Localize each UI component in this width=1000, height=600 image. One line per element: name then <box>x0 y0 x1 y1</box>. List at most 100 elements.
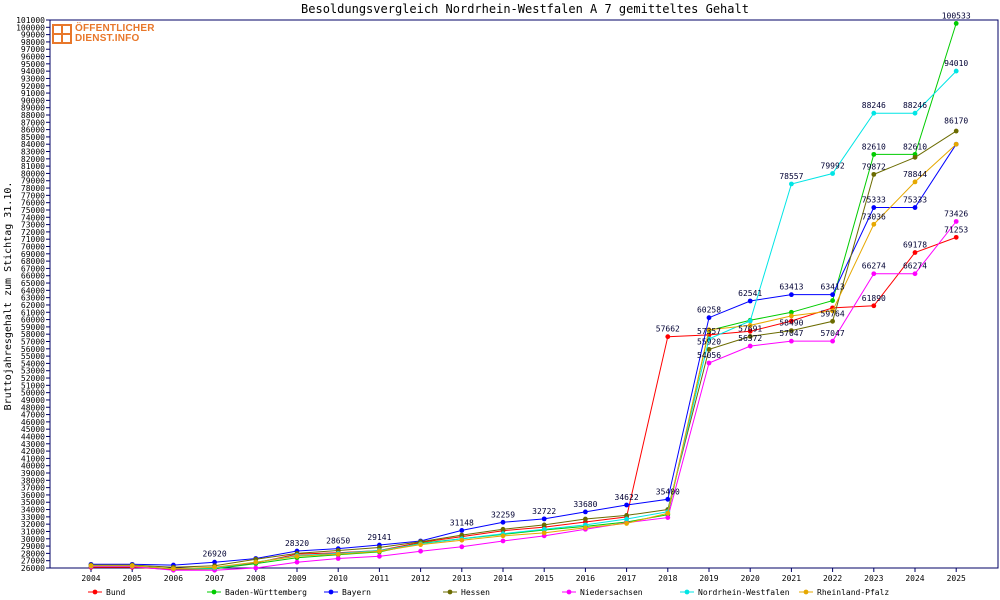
data-point <box>789 309 794 315</box>
data-label: 57357 <box>697 327 721 336</box>
x-tick-label: 2010 <box>329 574 348 583</box>
data-point <box>830 171 835 176</box>
data-point <box>88 563 94 569</box>
data-point <box>953 219 959 224</box>
data-point <box>706 315 712 321</box>
plot-border <box>49 19 999 569</box>
data-point <box>541 522 547 528</box>
y-tick-label: 34000 <box>21 506 45 515</box>
series-bayern <box>88 141 959 568</box>
series-line <box>91 130 957 568</box>
y-tick-label: 38000 <box>21 476 45 485</box>
y-tick-label: 54000 <box>21 359 45 368</box>
legend-item: Rheinland-Pfalz <box>799 588 889 597</box>
data-point <box>747 343 753 349</box>
logo-icon <box>52 24 72 44</box>
data-point <box>789 181 794 187</box>
data-point <box>541 530 547 536</box>
y-tick-label: 91000 <box>21 89 45 98</box>
y-tick-label: 76000 <box>21 199 45 208</box>
data-point <box>747 334 753 339</box>
y-tick-label: 96000 <box>21 53 45 62</box>
data-point <box>459 532 465 538</box>
data-point <box>706 327 712 333</box>
data-point <box>912 179 918 185</box>
y-tick-label: 85000 <box>21 133 45 142</box>
data-label: 55920 <box>697 337 721 346</box>
data-label: 58490 <box>779 319 803 328</box>
y-tick-label: 57000 <box>21 337 45 346</box>
logo: ÖFFENTLICHER DIENST.INFO <box>52 22 160 46</box>
data-point <box>912 154 918 160</box>
y-tick-label: 92000 <box>21 82 45 91</box>
y-tick-label: 47000 <box>21 411 45 420</box>
legend-item: Niedersachsen <box>562 588 643 597</box>
x-axis-ticks: 2004 2005 2006 2007 2008 2009 2010 2011 2012 2013… <box>81 568 966 583</box>
y-tick-label: 50000 <box>21 389 45 398</box>
data-label: 57047 <box>779 329 803 338</box>
x-tick-label: 2018 <box>658 574 677 583</box>
y-tick-label: 88000 <box>21 111 45 120</box>
data-label: 94010 <box>944 59 968 68</box>
y-tick-label: 71000 <box>21 235 45 244</box>
x-tick-label: 2012 <box>411 574 430 583</box>
data-point <box>789 338 794 344</box>
y-tick-label: 83000 <box>21 148 45 157</box>
data-point <box>129 563 135 569</box>
y-tick-label: 86000 <box>21 126 45 135</box>
data-point <box>171 566 176 572</box>
data-point <box>912 250 918 255</box>
x-tick-label: 2009 <box>287 574 306 583</box>
legend-label: Bund <box>106 588 125 597</box>
legend-label: Rheinland-Pfalz <box>817 588 889 597</box>
data-point <box>871 271 877 277</box>
data-point <box>871 151 877 157</box>
series-line <box>91 23 957 570</box>
y-tick-label: 89000 <box>21 104 45 113</box>
data-label: 59764 <box>821 309 845 318</box>
y-tick-label: 48000 <box>21 403 45 412</box>
data-label: 57047 <box>821 329 845 338</box>
data-point <box>500 519 506 525</box>
data-point <box>830 338 835 344</box>
data-label: 32722 <box>532 507 556 516</box>
data-point <box>871 221 877 227</box>
legend-label: Bayern <box>342 588 371 597</box>
x-tick-label: 2017 <box>617 574 636 583</box>
data-label: 100533 <box>942 11 971 20</box>
legend-item: Bund <box>88 588 125 597</box>
data-point <box>665 510 671 516</box>
data-point <box>747 318 753 324</box>
data-point <box>789 292 794 298</box>
y-tick-label: 97000 <box>21 45 45 54</box>
y-tick-label: 101000 <box>16 16 45 25</box>
y-tick-label: 28000 <box>21 549 45 558</box>
legend-swatch-marker <box>328 589 334 595</box>
data-label: 78557 <box>779 172 803 181</box>
data-point <box>953 128 959 134</box>
y-tick-label: 59000 <box>21 323 45 332</box>
legend-swatch-marker <box>803 589 809 595</box>
x-tick-label: 2015 <box>535 574 554 583</box>
data-label: 78844 <box>903 170 927 179</box>
data-point <box>830 318 835 324</box>
y-tick-label: 63000 <box>21 294 45 303</box>
data-label: 57662 <box>656 325 680 334</box>
y-tick-label: 94000 <box>21 67 45 76</box>
y-tick-label: 100000 <box>16 23 45 32</box>
x-tick-label: 2005 <box>123 574 142 583</box>
y-axis-label: Bruttojahresgehalt zum Stichtag 31.10. <box>3 182 14 411</box>
y-tick-label: 99000 <box>21 31 45 40</box>
data-point <box>212 564 218 570</box>
data-point <box>212 559 218 565</box>
data-point <box>583 509 588 515</box>
data-point <box>912 205 918 210</box>
data-label: 26920 <box>203 549 227 558</box>
y-tick-label: 32000 <box>21 520 45 529</box>
series-hessen <box>88 128 959 570</box>
chart-title: Besoldungsvergleich Nordrhein-Westfalen … <box>301 2 749 16</box>
y-tick-label: 68000 <box>21 257 45 266</box>
y-tick-label: 66000 <box>21 272 45 281</box>
y-tick-label: 60000 <box>21 316 45 325</box>
